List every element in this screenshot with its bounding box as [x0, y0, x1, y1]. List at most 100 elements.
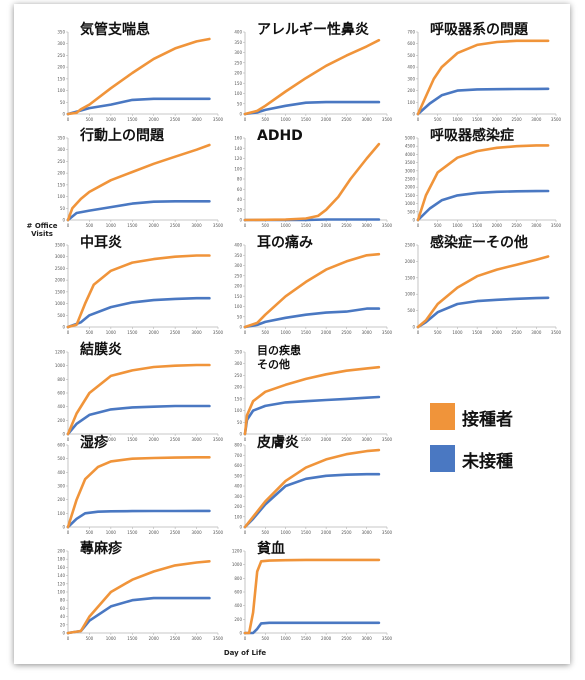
- x-tick-label: 1500: [301, 223, 312, 228]
- legend-swatch-vaccinated: [430, 403, 455, 430]
- y-tick-label: 300: [407, 76, 415, 81]
- y-tick-label: 1000: [232, 562, 243, 567]
- y-tick-label: 0: [62, 432, 65, 437]
- x-tick-label: 3500: [382, 636, 393, 641]
- y-tick-label: 700: [234, 453, 242, 458]
- x-tick-label: 1000: [280, 530, 291, 535]
- x-tick-label: 1500: [127, 117, 138, 122]
- x-tick-label: 0: [67, 530, 70, 535]
- panel-title: 蕁麻疹: [80, 540, 123, 557]
- y-tick-label: 400: [234, 30, 242, 35]
- x-tick-label: 1000: [452, 223, 463, 228]
- y-tick-label: 500: [234, 473, 242, 478]
- x-tick-label: 1500: [472, 223, 483, 228]
- y-tick-label: 4500: [405, 144, 416, 149]
- panel-5: 0 20 40 60 80 100 120 140 160 0 500 1000 1500 2000 250…: [234, 128, 392, 228]
- x-tick-label: 2000: [321, 223, 332, 228]
- y-tick-label: 0: [62, 325, 65, 330]
- y-tick-label: 400: [57, 470, 65, 475]
- y-tick-label: 1500: [405, 275, 416, 280]
- y-tick-label: 400: [407, 65, 415, 70]
- x-tick-label: 0: [244, 530, 247, 535]
- x-tick-label: 1500: [127, 223, 138, 228]
- x-tick-label: 2000: [149, 330, 160, 335]
- y-tick-label: 150: [57, 76, 65, 81]
- y-tick-label: 200: [234, 71, 242, 76]
- panel-title: 結膜炎: [80, 341, 122, 358]
- y-tick-label: 200: [234, 284, 242, 289]
- y-tick-label: 50: [60, 206, 66, 211]
- y-tick-label: 400: [234, 603, 242, 608]
- x-tick-label: 1500: [472, 117, 483, 122]
- x-tick-label: 1500: [127, 437, 138, 442]
- series-line-unvaccinated: [66, 200, 211, 222]
- y-tick-label: 0: [62, 112, 65, 117]
- x-tick-label: 3500: [551, 117, 562, 122]
- x-tick-label: 0: [67, 117, 70, 122]
- y-tick-label: 20: [60, 622, 66, 627]
- y-tick-label: 50: [237, 420, 243, 425]
- y-tick-label: 400: [57, 404, 65, 409]
- x-tick-label: 3500: [382, 530, 393, 535]
- panel-title: 耳の痛み: [257, 234, 313, 251]
- x-tick-label: 500: [434, 223, 442, 228]
- y-tick-label: 100: [234, 91, 242, 96]
- y-tick-label: 250: [234, 373, 242, 378]
- y-tick-label: 350: [234, 350, 242, 355]
- x-tick-label: 0: [67, 636, 70, 641]
- series-line-vaccinated: [243, 558, 381, 635]
- series-line-unvaccinated: [243, 395, 381, 436]
- x-tick-label: 500: [434, 117, 442, 122]
- y-tick-label: 500: [407, 209, 415, 214]
- y-tick-label: 1000: [55, 301, 66, 306]
- x-tick-label: 2000: [149, 437, 160, 442]
- y-tick-label: 180: [57, 557, 65, 562]
- x-tick-label: 500: [261, 223, 269, 228]
- y-tick-label: 2500: [405, 243, 416, 248]
- x-tick-label: 3500: [213, 117, 224, 122]
- x-tick-label: 3000: [362, 117, 373, 122]
- x-tick-label: 1500: [127, 530, 138, 535]
- y-tick-label: 150: [234, 81, 242, 86]
- panel-title: アレルギー性鼻炎: [257, 21, 369, 38]
- x-tick-label: 3500: [213, 437, 224, 442]
- y-tick-label: 200: [57, 497, 65, 502]
- y-tick-label: 350: [57, 30, 65, 35]
- y-tick-label: 200: [57, 171, 65, 176]
- legend-swatch-unvaccinated: [430, 445, 455, 472]
- y-tick-label: 50: [237, 101, 243, 106]
- x-tick-label: 2000: [492, 223, 503, 228]
- x-tick-label: 3500: [213, 636, 224, 641]
- y-tick-label: 0: [239, 325, 242, 330]
- x-tick-label: 3500: [551, 223, 562, 228]
- series-line-vaccinated: [416, 39, 550, 116]
- x-tick-label: 2500: [511, 330, 522, 335]
- x-tick-label: 1000: [280, 223, 291, 228]
- series-line-vaccinated: [66, 254, 211, 329]
- series-line-unvaccinated: [416, 87, 550, 116]
- y-tick-label: 150: [234, 294, 242, 299]
- x-tick-label: 3500: [382, 223, 393, 228]
- y-tick-label: 0: [239, 112, 242, 117]
- y-tick-label: 300: [234, 50, 242, 55]
- x-tick-label: 1500: [127, 330, 138, 335]
- y-tick-label: 600: [57, 443, 65, 448]
- y-tick-label: 300: [57, 484, 65, 489]
- y-tick-label: 140: [234, 146, 242, 151]
- x-tick-label: 1500: [301, 330, 312, 335]
- x-tick-label: 2500: [341, 437, 352, 442]
- y-tick-label: 0: [239, 432, 242, 437]
- y-tick-label: 3000: [405, 168, 416, 173]
- x-tick-label: 1500: [127, 636, 138, 641]
- y-tick-label: 600: [234, 463, 242, 468]
- x-tick-label: 1000: [280, 437, 291, 442]
- y-tick-label: 400: [234, 484, 242, 489]
- series-line-vaccinated: [243, 448, 381, 529]
- y-tick-label: 1500: [405, 193, 416, 198]
- x-tick-label: 1000: [106, 530, 117, 535]
- panel-10: 0 200 400 600 800 1000 1200 0 500 1000 1500 2000 250…: [55, 341, 224, 442]
- x-tick-label: 1000: [106, 117, 117, 122]
- panel-8: 0 50 100 150 200 250 300 350 400 0 500 1000 1500 2000…: [234, 234, 392, 335]
- y-tick-label: 100: [234, 166, 242, 171]
